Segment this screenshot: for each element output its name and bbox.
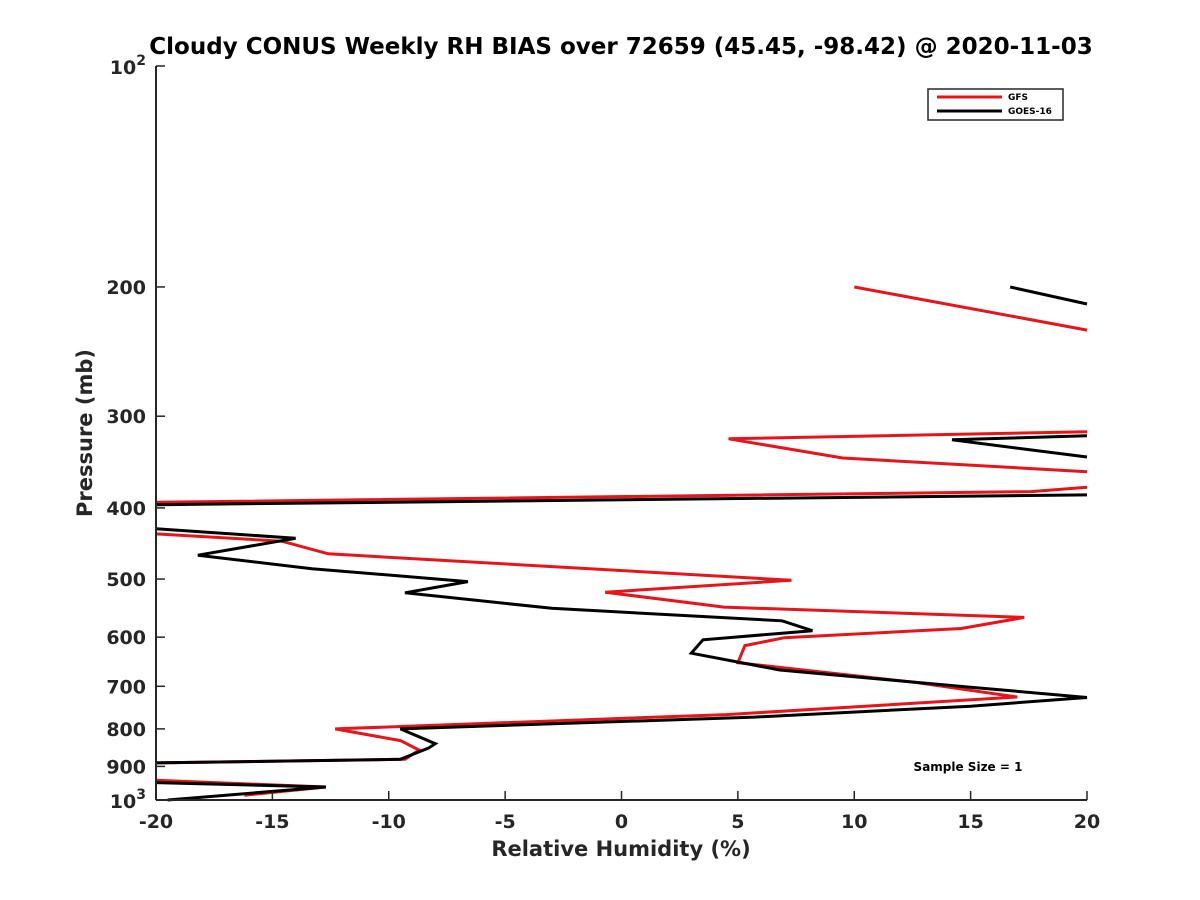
x-tick-label: 5: [731, 811, 744, 833]
y-tick-label: 700: [106, 676, 146, 698]
x-tick-label: 0: [615, 811, 628, 833]
series-line-goes16: [1009, 285, 1088, 306]
y-tick-label: 900: [106, 756, 146, 778]
sample-size-annotation: Sample Size = 1: [914, 760, 1023, 774]
series-line-goes16: [155, 781, 327, 802]
axes: [155, 66, 1087, 801]
legend-label-goes16: GOES-16: [1008, 107, 1052, 117]
series-line-gfs: [155, 485, 1088, 504]
y-tick-label: 103: [110, 787, 146, 813]
y-tick-label-exponent: 2: [136, 53, 146, 69]
legend: GFS GOES-16: [927, 88, 1064, 121]
y-tick-label: 300: [106, 406, 146, 428]
y-tick-label-base: 10: [110, 57, 136, 79]
x-tick-label: 20: [1074, 811, 1100, 833]
y-tick-label-exponent: 3: [136, 787, 146, 803]
x-tick-label: -15: [255, 811, 289, 833]
y-tick-label: 102: [110, 53, 146, 79]
x-tick-label: -20: [139, 811, 173, 833]
plot-lines: [155, 285, 1088, 802]
legend-label-gfs: GFS: [1008, 93, 1028, 103]
series-line-gfs: [854, 285, 1088, 332]
series-line-gfs: [728, 430, 1088, 474]
y-tick-label-base: 10: [110, 791, 136, 813]
x-tick-label: -5: [495, 811, 516, 833]
y-tick-label: 800: [106, 719, 146, 741]
y-tick-label: 500: [106, 569, 146, 591]
x-tick-label: -10: [372, 811, 406, 833]
series-line-goes16: [155, 527, 1088, 765]
y-tick-label: 400: [106, 498, 146, 520]
series-line-gfs: [155, 532, 1025, 765]
x-axis-label: Relative Humidity (%): [491, 837, 750, 861]
y-tick-label: 200: [106, 277, 146, 299]
x-tick-label: 15: [957, 811, 983, 833]
series-line-goes16: [951, 434, 1088, 459]
y-axis-label: Pressure (mb): [73, 349, 97, 517]
y-tick-label: 600: [106, 627, 146, 649]
series-line-goes16: [155, 493, 1088, 507]
legend-box: [927, 88, 1064, 121]
x-tick-label: 10: [841, 811, 867, 833]
chart-title: Cloudy CONUS Weekly RH BIAS over 72659 (…: [149, 34, 1092, 60]
x-ticks: -20 -15 -10 -5 0 5 10 15 20: [139, 791, 1100, 833]
